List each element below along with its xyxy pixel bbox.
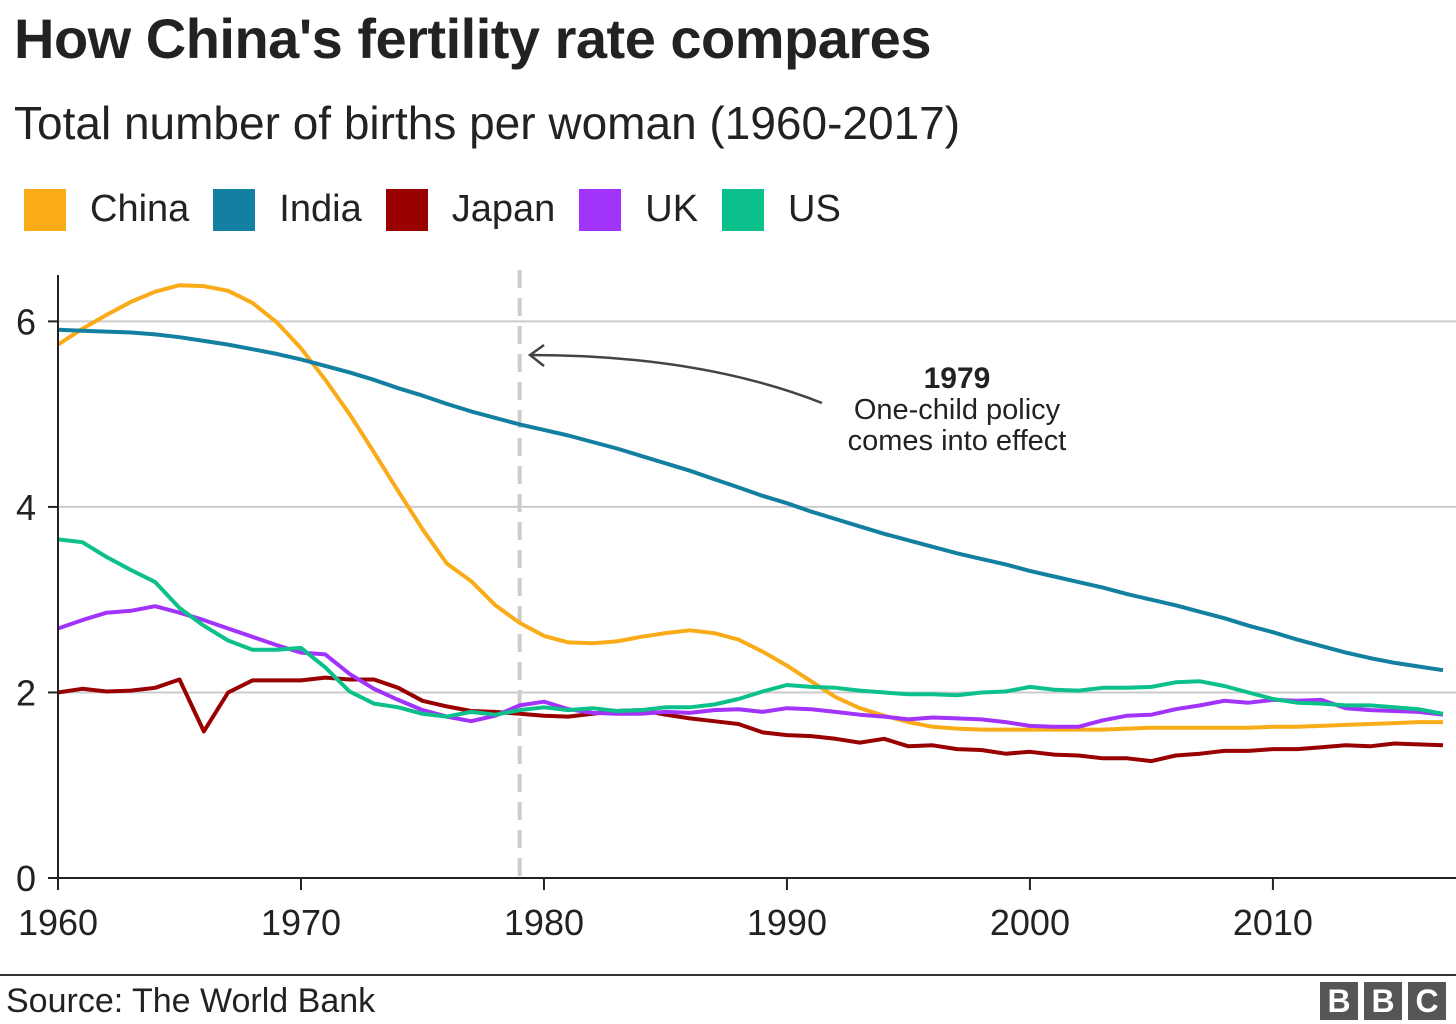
annotation-line-2: comes into effect	[848, 425, 1067, 457]
grid-lines	[58, 320, 1456, 694]
logo-letter: C	[1408, 982, 1446, 1020]
source-note: Source: The World Bank	[6, 982, 376, 1020]
series-line-china	[56, 283, 1443, 732]
x-tick-label: 2010	[1233, 902, 1313, 943]
chart-subtitle: Total number of births per woman (1960-2…	[14, 97, 961, 149]
legend-item-china: China	[24, 188, 189, 231]
y-tick-label: 6	[16, 301, 36, 342]
logo-letter: B	[1364, 982, 1402, 1020]
y-tick-label: 2	[16, 672, 36, 713]
y-tick-label: 0	[16, 858, 36, 899]
x-tick-label: 1970	[261, 902, 341, 943]
footer-divider	[0, 974, 1456, 976]
legend-item-india: India	[213, 188, 362, 231]
legend-item-japan: Japan	[385, 188, 556, 231]
series-line-us	[57, 537, 1444, 719]
annotation-line-1: One-child policy	[854, 394, 1061, 426]
legend-swatch	[579, 188, 622, 231]
y-tick-label: 4	[16, 487, 36, 528]
legend-label: US	[788, 188, 841, 230]
legend-label: India	[279, 188, 362, 230]
legend-item-uk: UK	[579, 188, 698, 231]
chart-title: How China's fertility rate compares	[14, 7, 931, 70]
arrowhead-icon	[527, 343, 545, 367]
legend: China India Japan UK US	[24, 188, 865, 231]
legend-label: UK	[645, 188, 699, 230]
x-tick-label: 1990	[747, 902, 827, 943]
series-line-uk	[57, 604, 1444, 729]
legend-swatch	[722, 188, 765, 231]
x-tick-label: 1960	[18, 902, 98, 943]
series-line-japan	[57, 675, 1444, 764]
logo-letter: B	[1320, 982, 1358, 1020]
legend-label: Japan	[451, 188, 556, 230]
legend-swatch	[24, 188, 66, 231]
series-line-india	[57, 327, 1444, 673]
axes: 0 2 4 6 1960 1970 1980 1990 2000 2010	[16, 275, 1456, 943]
annotation-year: 1979	[924, 362, 991, 395]
policy-annotation: 1979 One-child policy comes into effect	[527, 343, 1067, 457]
legend-swatch	[385, 188, 428, 231]
annotation-arrow	[529, 353, 823, 405]
x-tick-label: 2000	[990, 902, 1070, 943]
legend-item-us: US	[722, 188, 841, 231]
legend-swatch	[213, 188, 256, 231]
legend-label: China	[90, 188, 190, 230]
x-tick-label: 1980	[504, 902, 584, 943]
line-chart: 0 2 4 6 1960 1970 1980 1990 2000 2010 1979 One-ch…	[16, 270, 1456, 943]
series-lines	[56, 283, 1444, 764]
